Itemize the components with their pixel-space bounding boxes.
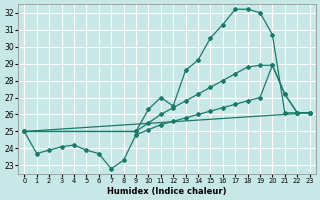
X-axis label: Humidex (Indice chaleur): Humidex (Indice chaleur) [107, 187, 227, 196]
